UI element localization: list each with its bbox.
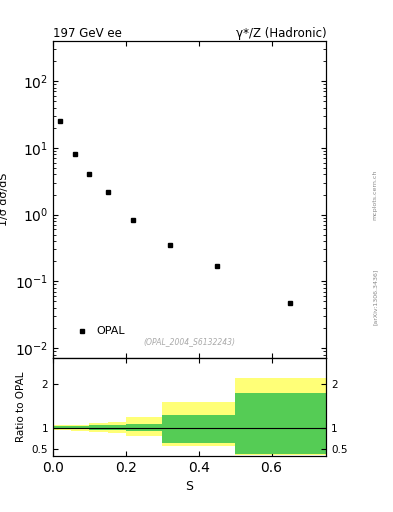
Bar <box>53 425 71 430</box>
Bar <box>108 425 126 430</box>
Text: (OPAL_2004_S6132243): (OPAL_2004_S6132243) <box>143 337 236 346</box>
Bar <box>162 401 235 446</box>
Text: OPAL: OPAL <box>97 326 125 336</box>
Text: γ*/Z (Hadronic): γ*/Z (Hadronic) <box>235 27 326 40</box>
Bar <box>53 426 71 429</box>
Bar <box>71 424 90 431</box>
Bar <box>71 426 90 429</box>
Y-axis label: Ratio to OPAL: Ratio to OPAL <box>16 372 26 442</box>
Bar <box>126 424 162 431</box>
Bar <box>235 393 326 454</box>
Y-axis label: 1/σ dσ/dS: 1/σ dσ/dS <box>0 173 9 226</box>
Bar <box>162 415 235 443</box>
Text: 197 GeV ee: 197 GeV ee <box>53 27 122 40</box>
Bar <box>235 378 326 455</box>
Bar <box>90 423 108 432</box>
X-axis label: S: S <box>185 480 194 493</box>
Bar <box>108 422 126 433</box>
Text: mcplots.cern.ch: mcplots.cern.ch <box>373 169 378 220</box>
Text: [arXiv:1306.3436]: [arXiv:1306.3436] <box>373 269 378 325</box>
Bar <box>90 425 108 430</box>
Bar <box>126 417 162 436</box>
